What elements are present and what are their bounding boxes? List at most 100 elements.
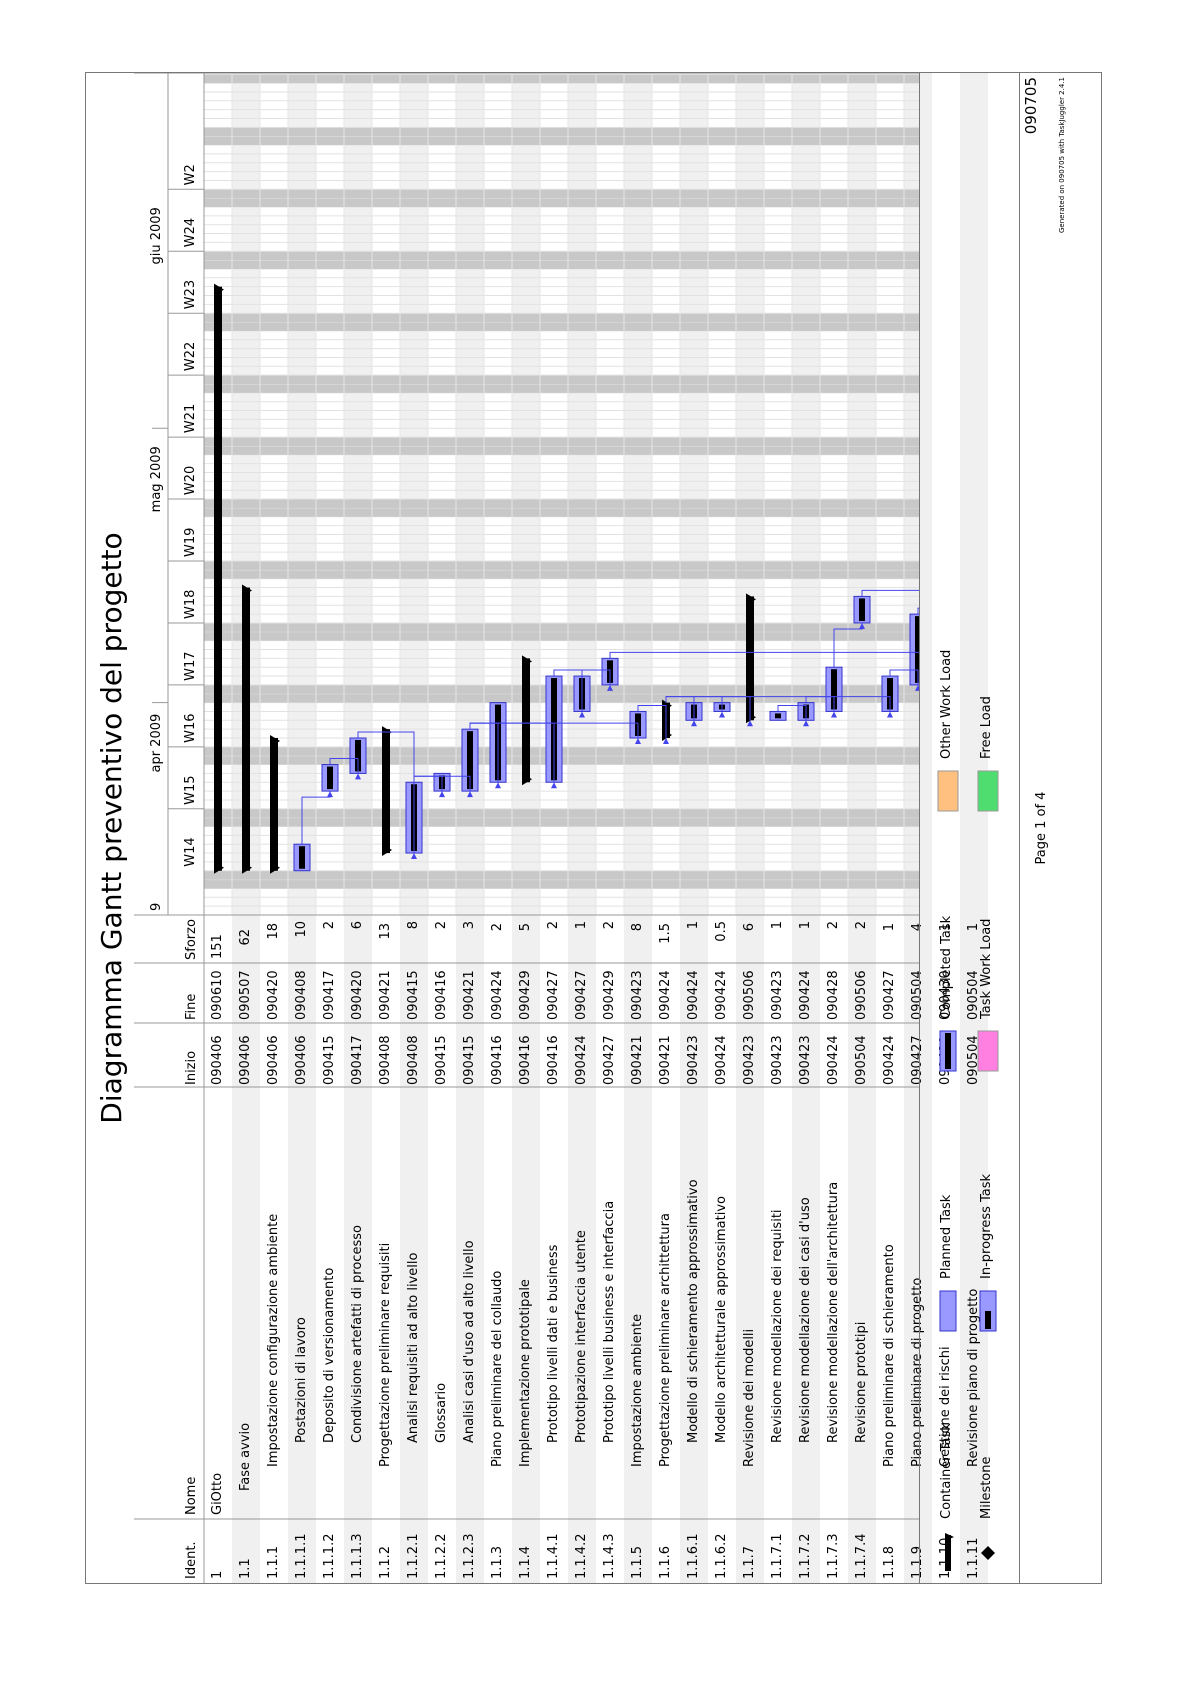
- weekend-shade: [204, 322, 919, 331]
- task-bar-load: [887, 678, 893, 710]
- legend-symbol-inprogress: [979, 1290, 997, 1332]
- dependency-arrow: [413, 775, 471, 792]
- weekend-shade: [204, 499, 919, 508]
- task-bar-load: [859, 598, 865, 621]
- dependency-arrow: [553, 669, 583, 712]
- task-bar-load: [915, 616, 919, 683]
- task-bar-load: [299, 846, 305, 869]
- container-bar: [522, 658, 530, 783]
- container-bar-start-cap: [214, 861, 224, 874]
- container-bar-end-cap: [270, 735, 280, 747]
- page-title: Diagramma Gantt preventivo del progetto: [95, 532, 128, 1124]
- month-label: mag 2009: [149, 446, 164, 512]
- month-label: 9: [149, 903, 164, 911]
- container-bar-start-cap: [382, 844, 392, 857]
- legend-label: Planned Task: [939, 1194, 954, 1279]
- week-label: W23: [183, 280, 198, 309]
- weekend-shade: [204, 74, 919, 84]
- task-bar-load: [831, 669, 837, 710]
- legend-symbol-work: [977, 1030, 999, 1072]
- legend-label: Completed Task: [939, 915, 954, 1019]
- week-label: W18: [183, 590, 198, 619]
- dependency-arrowhead: [887, 711, 893, 718]
- week-label: W16: [183, 713, 198, 742]
- dependency-arrowhead: [467, 791, 473, 798]
- dependency-arrow: [721, 696, 891, 712]
- dependency-arrowhead: [803, 720, 809, 727]
- week-label: W2: [183, 164, 198, 185]
- weekend-shade: [204, 560, 919, 570]
- dependency-arrow: [329, 758, 359, 774]
- week-label: W15: [183, 775, 198, 804]
- dependency-arrow: [917, 607, 919, 623]
- weekend-shade: [204, 251, 919, 261]
- dependency-arrowhead: [691, 720, 697, 727]
- weekend-shade: [204, 817, 919, 827]
- weekend-shade: [204, 631, 919, 641]
- dependency-arrow: [581, 669, 611, 685]
- legend-symbol-milestone: [981, 1546, 995, 1560]
- week-label: W17: [183, 651, 198, 680]
- dependency-arrow: [889, 669, 919, 685]
- dependency-arrowhead: [327, 791, 333, 798]
- weekend-shade: [204, 808, 919, 818]
- container-bar-start-cap: [662, 729, 672, 741]
- container-bar-end-cap: [522, 655, 532, 668]
- weekend-shade: [204, 198, 919, 207]
- dependency-arrowhead: [831, 711, 837, 718]
- dependency-arrowhead: [719, 711, 725, 718]
- container-bar: [242, 587, 250, 871]
- week-label: W20: [183, 466, 198, 495]
- gantt-chart: 9 apr 2009 mag 2009 giu 2009 W14 W15 W16 W17 W18…: [134, 73, 919, 1583]
- legend-label: Task Work Load: [979, 918, 994, 1019]
- weekend-shade: [204, 127, 919, 137]
- week-label: W24: [183, 218, 198, 247]
- task-bar-load: [775, 713, 781, 719]
- week-label: W21: [183, 404, 198, 433]
- weekend-shade: [204, 507, 919, 517]
- dependency-arrowhead: [607, 684, 613, 691]
- dependency-arrowhead: [579, 711, 585, 718]
- dependency-arrowhead: [551, 782, 557, 789]
- task-bar-load: [327, 766, 333, 790]
- dependency-arrowhead: [663, 738, 669, 744]
- gantt-table: Ident. Nome Inizio Fine Sforzo 1 GiOtto 09…: [134, 73, 988, 1583]
- legend: Container Task Planned Task Completed Task…: [919, 73, 1020, 1583]
- dependency-arrowhead: [411, 853, 417, 860]
- legend-symbol-planned: [939, 1290, 957, 1332]
- weekend-shade: [204, 260, 919, 269]
- month-label: apr 2009: [149, 714, 164, 773]
- container-bar: [746, 596, 754, 721]
- dependency-arrowhead: [747, 720, 753, 727]
- weekend-shade: [204, 383, 919, 393]
- legend-label: In-progress Task: [979, 1173, 994, 1279]
- legend-symbol-container: [945, 1533, 954, 1571]
- weekend-shade: [204, 189, 919, 199]
- dependency-arrow: [777, 704, 807, 721]
- container-bar-start-cap: [522, 773, 532, 786]
- week-label: W22: [183, 342, 198, 371]
- container-bar-start-cap: [746, 711, 756, 724]
- container-bar: [270, 738, 278, 871]
- container-bar: [214, 286, 222, 871]
- footer: Page 1 of 4 090705 Generated on 090705 w…: [1019, 73, 1102, 1583]
- legend-label: Other Work Load: [939, 649, 954, 759]
- container-bar-start-cap: [242, 861, 252, 874]
- weekend-shade: [204, 569, 919, 579]
- weekend-shade: [204, 313, 919, 323]
- legend-label: Container Task: [939, 1423, 954, 1519]
- dependency-arrowhead: [635, 738, 641, 744]
- week-label: W19: [183, 528, 198, 557]
- dependency-arrowhead: [859, 622, 865, 629]
- container-bar-start-cap: [270, 861, 280, 874]
- task-bar-load: [467, 731, 473, 790]
- weekend-shade: [204, 437, 919, 446]
- dependency-arrow: [357, 731, 415, 854]
- weekend-shade: [204, 375, 919, 384]
- legend-label: Free Load: [979, 696, 994, 759]
- dependency-arrow: [469, 722, 639, 738]
- dependency-arrow: [609, 651, 919, 668]
- weekend-shade: [204, 879, 919, 889]
- dependency-arrowhead: [355, 773, 361, 780]
